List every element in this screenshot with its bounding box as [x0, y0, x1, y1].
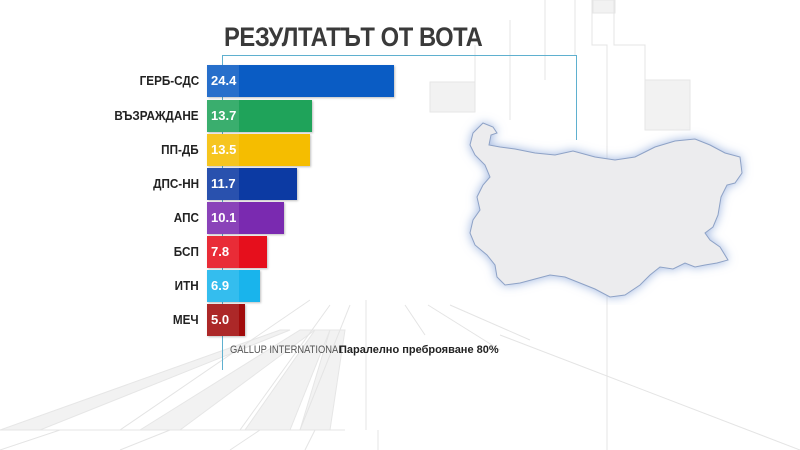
bar: 24.4 — [207, 65, 394, 97]
bar-value: 10.1 — [211, 210, 237, 225]
party-label: ГЕРБ-СДС — [139, 73, 199, 88]
bar-row: ИТН 6.9 — [0, 270, 420, 302]
bar: 13.7 — [207, 100, 312, 132]
party-label: ПП-ДБ — [161, 142, 199, 157]
party-label: БСП — [173, 244, 199, 259]
bar-row: ДПС-НН 11.7 — [0, 168, 420, 200]
bar-value: 5.0 — [211, 312, 230, 327]
bar-row: МЕЧ 5.0 — [0, 304, 420, 336]
count-progress-label: Паралелно преброяване 80% — [339, 344, 499, 356]
bar-value: 11.7 — [211, 176, 236, 191]
bar: 7.8 — [207, 236, 267, 268]
frame-line-right — [576, 55, 577, 140]
party-label: ИТН — [174, 278, 199, 293]
chart-title: РЕЗУЛТАТЪТ ОТ ВОТА — [224, 22, 483, 52]
bar-value: 13.7 — [211, 108, 237, 123]
party-label: АПС — [173, 210, 199, 225]
bar-value: 24.4 — [211, 73, 237, 88]
bar-row: АПС 10.1 — [0, 202, 420, 234]
bar-row: ВЪЗРАЖДАНЕ 13.7 — [0, 100, 420, 132]
bar: 10.1 — [207, 202, 284, 234]
party-label: ВЪЗРАЖДАНЕ — [114, 108, 199, 123]
bar-value: 7.8 — [211, 244, 230, 259]
bar-row: ПП-ДБ 13.5 — [0, 134, 420, 166]
source-label: GALLUP INTERNATIONAL — [230, 344, 344, 356]
bar: 5.0 — [207, 304, 245, 336]
bar: 6.9 — [207, 270, 260, 302]
party-label: ДПС-НН — [153, 176, 199, 191]
bar-row: БСП 7.8 — [0, 236, 420, 268]
bar-value: 6.9 — [211, 278, 230, 293]
bulgaria-map — [469, 122, 743, 298]
frame-line-top — [222, 55, 576, 56]
bar: 13.5 — [207, 134, 310, 166]
bar-row: ГЕРБ-СДС 24.4 — [0, 65, 420, 97]
party-label: МЕЧ — [173, 312, 199, 327]
bar: 11.7 — [207, 168, 297, 200]
bar-value: 13.5 — [211, 142, 237, 157]
